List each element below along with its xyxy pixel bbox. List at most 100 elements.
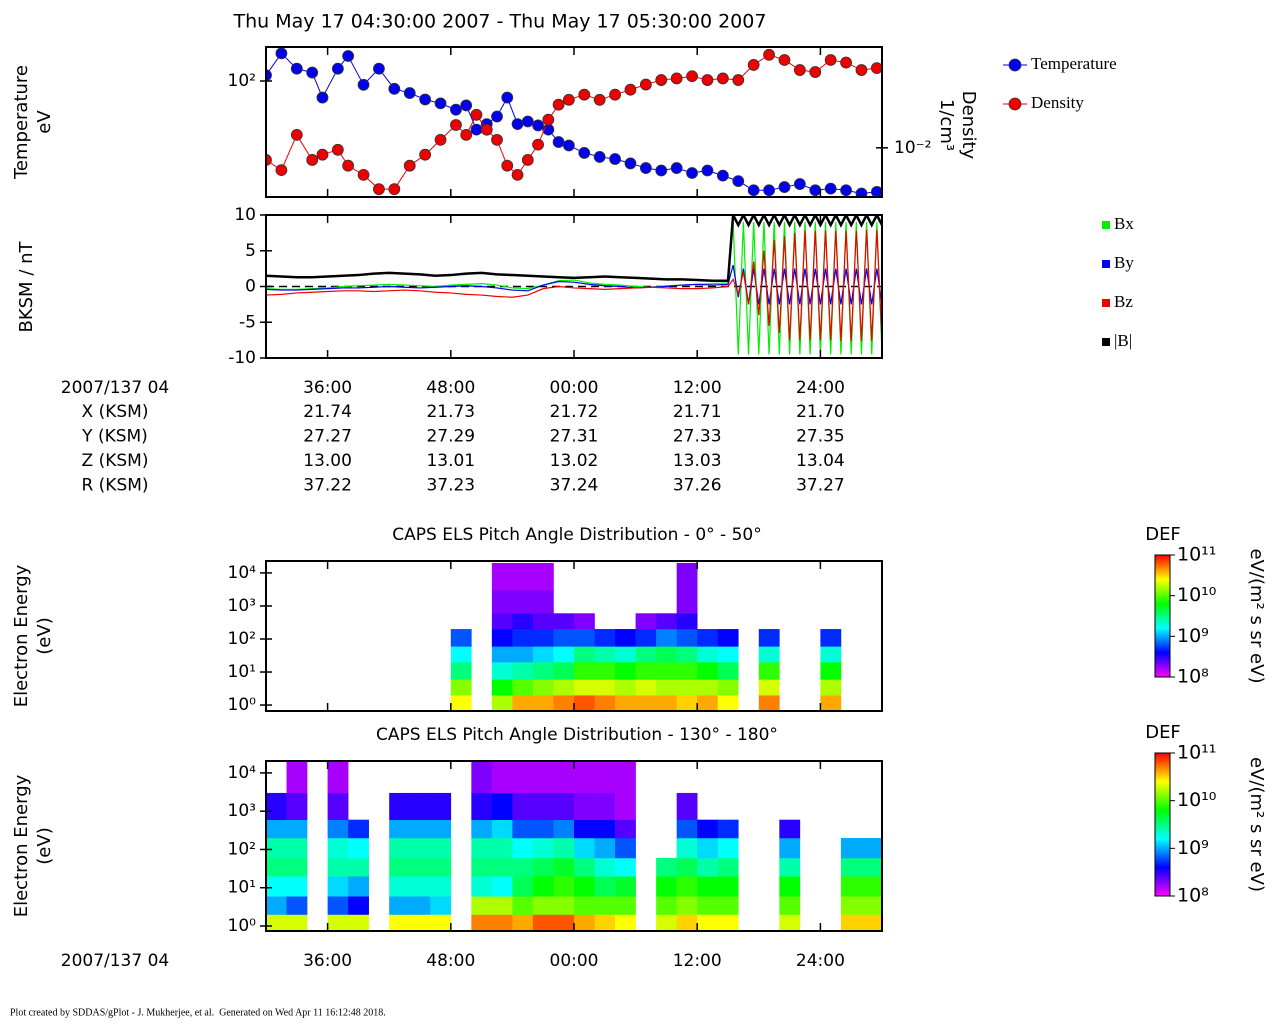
x-origin-label: 2007/137 04	[61, 951, 169, 971]
data-point	[450, 103, 462, 116]
data-point	[670, 72, 683, 85]
heatmap-cell	[430, 896, 452, 915]
data-point	[434, 97, 447, 110]
heatmap-cell	[820, 662, 842, 680]
y-tick-label: 5	[245, 241, 256, 261]
data-point	[388, 82, 401, 95]
data-point	[686, 167, 698, 179]
heatmap-cell	[491, 819, 513, 839]
data-point	[419, 148, 432, 161]
y-tick-label: 10³	[228, 801, 256, 821]
heatmap-cell	[286, 819, 308, 839]
data-point	[716, 169, 729, 182]
x-tick-label: 12:00	[673, 378, 722, 398]
data-point	[357, 78, 370, 91]
y-tick-label: 10²	[228, 71, 256, 91]
heatmap-cell	[697, 876, 719, 897]
data-point	[306, 66, 319, 79]
heatmap-cell	[574, 629, 595, 647]
heatmap-cell	[348, 819, 369, 839]
data-point	[316, 148, 329, 161]
y2-axis-label: 1/cm³	[936, 99, 957, 151]
heatmap-cell	[574, 792, 595, 820]
data-point	[501, 91, 514, 104]
data-point	[491, 110, 503, 123]
heatmap-cell	[574, 646, 595, 663]
data-point	[373, 183, 385, 196]
heatmap-cell	[615, 914, 636, 931]
data-point	[290, 62, 303, 75]
colorbar-tick-label: 10¹⁰	[1177, 789, 1216, 811]
heatmap-cell	[327, 857, 349, 877]
y-axis-label: eV	[34, 110, 55, 134]
heatmap-cell	[615, 896, 636, 915]
heatmap-cell	[389, 819, 411, 839]
heatmap-cell	[512, 662, 534, 680]
data-point	[578, 147, 591, 159]
heatmap-cell	[779, 876, 801, 897]
heatmap-cell	[861, 914, 882, 931]
heatmap-cell	[717, 695, 739, 711]
heatmap-cell	[717, 876, 739, 897]
colorbar-label: DEF	[1145, 524, 1181, 545]
data-point	[855, 187, 868, 197]
data-point	[809, 184, 822, 197]
heatmap-cell	[532, 613, 554, 630]
heatmap-cell	[512, 792, 534, 820]
heatmap-cell	[676, 695, 698, 711]
data-point	[316, 91, 329, 104]
data-point	[290, 128, 303, 141]
heatmap-cell	[697, 857, 719, 877]
heatmap-cell	[471, 819, 493, 839]
ephemeris-value: 13.04	[796, 451, 845, 471]
heatmap-cell	[676, 914, 698, 931]
heatmap-cell	[553, 914, 575, 931]
heatmap-cell	[574, 896, 595, 915]
heatmap-cell	[615, 837, 636, 859]
heatmap-cell	[861, 857, 882, 877]
heatmap-cell	[697, 819, 719, 839]
x-tick-label: 24:00	[796, 378, 845, 398]
heatmap-cell	[676, 819, 698, 839]
ephemeris-value: 27.33	[673, 427, 722, 447]
data-point	[655, 74, 668, 86]
heatmap-cell	[697, 837, 719, 859]
heatmap-cell	[471, 837, 493, 859]
heatmap-cell	[430, 914, 452, 931]
data-point	[840, 56, 852, 69]
heatmap-cell	[266, 896, 287, 915]
heatmap-cell	[471, 857, 493, 877]
heatmap-cell	[266, 819, 287, 839]
heatmap-cell	[409, 876, 431, 897]
heatmap-cell	[758, 629, 780, 647]
heatmap-cell	[491, 876, 513, 897]
heatmap-cell	[532, 792, 554, 820]
heatmap-cell	[635, 629, 657, 647]
plot-frame	[265, 760, 883, 932]
heatmap-cell	[615, 679, 636, 696]
data-point	[732, 175, 745, 188]
heatmap-cell	[594, 761, 616, 794]
heatmap-cell	[389, 876, 411, 897]
x-tick-label: 12:00	[673, 951, 722, 971]
heatmap-cell	[574, 761, 595, 794]
data-point	[403, 159, 416, 172]
heatmap-cell	[532, 819, 554, 839]
heatmap-cell	[471, 914, 493, 931]
y-tick-label: 10⁴	[228, 763, 257, 783]
heatmap-cell	[758, 679, 780, 696]
heatmap-cell	[553, 819, 575, 839]
heatmap-cell	[615, 876, 636, 897]
data-point	[870, 62, 882, 74]
data-point	[373, 62, 385, 75]
ephemeris-value: 21.73	[426, 402, 475, 422]
ephemeris-value: 27.29	[426, 427, 475, 447]
data-point	[266, 154, 272, 166]
data-point	[624, 157, 637, 170]
heatmap-cell	[676, 646, 698, 663]
colorbar-tick-label: 10⁹	[1177, 837, 1209, 859]
heatmap-cell	[656, 662, 677, 680]
heatmap-cell	[348, 896, 369, 915]
figure-title: Thu May 17 04:30:00 2007 - Thu May 17 05…	[233, 11, 767, 33]
